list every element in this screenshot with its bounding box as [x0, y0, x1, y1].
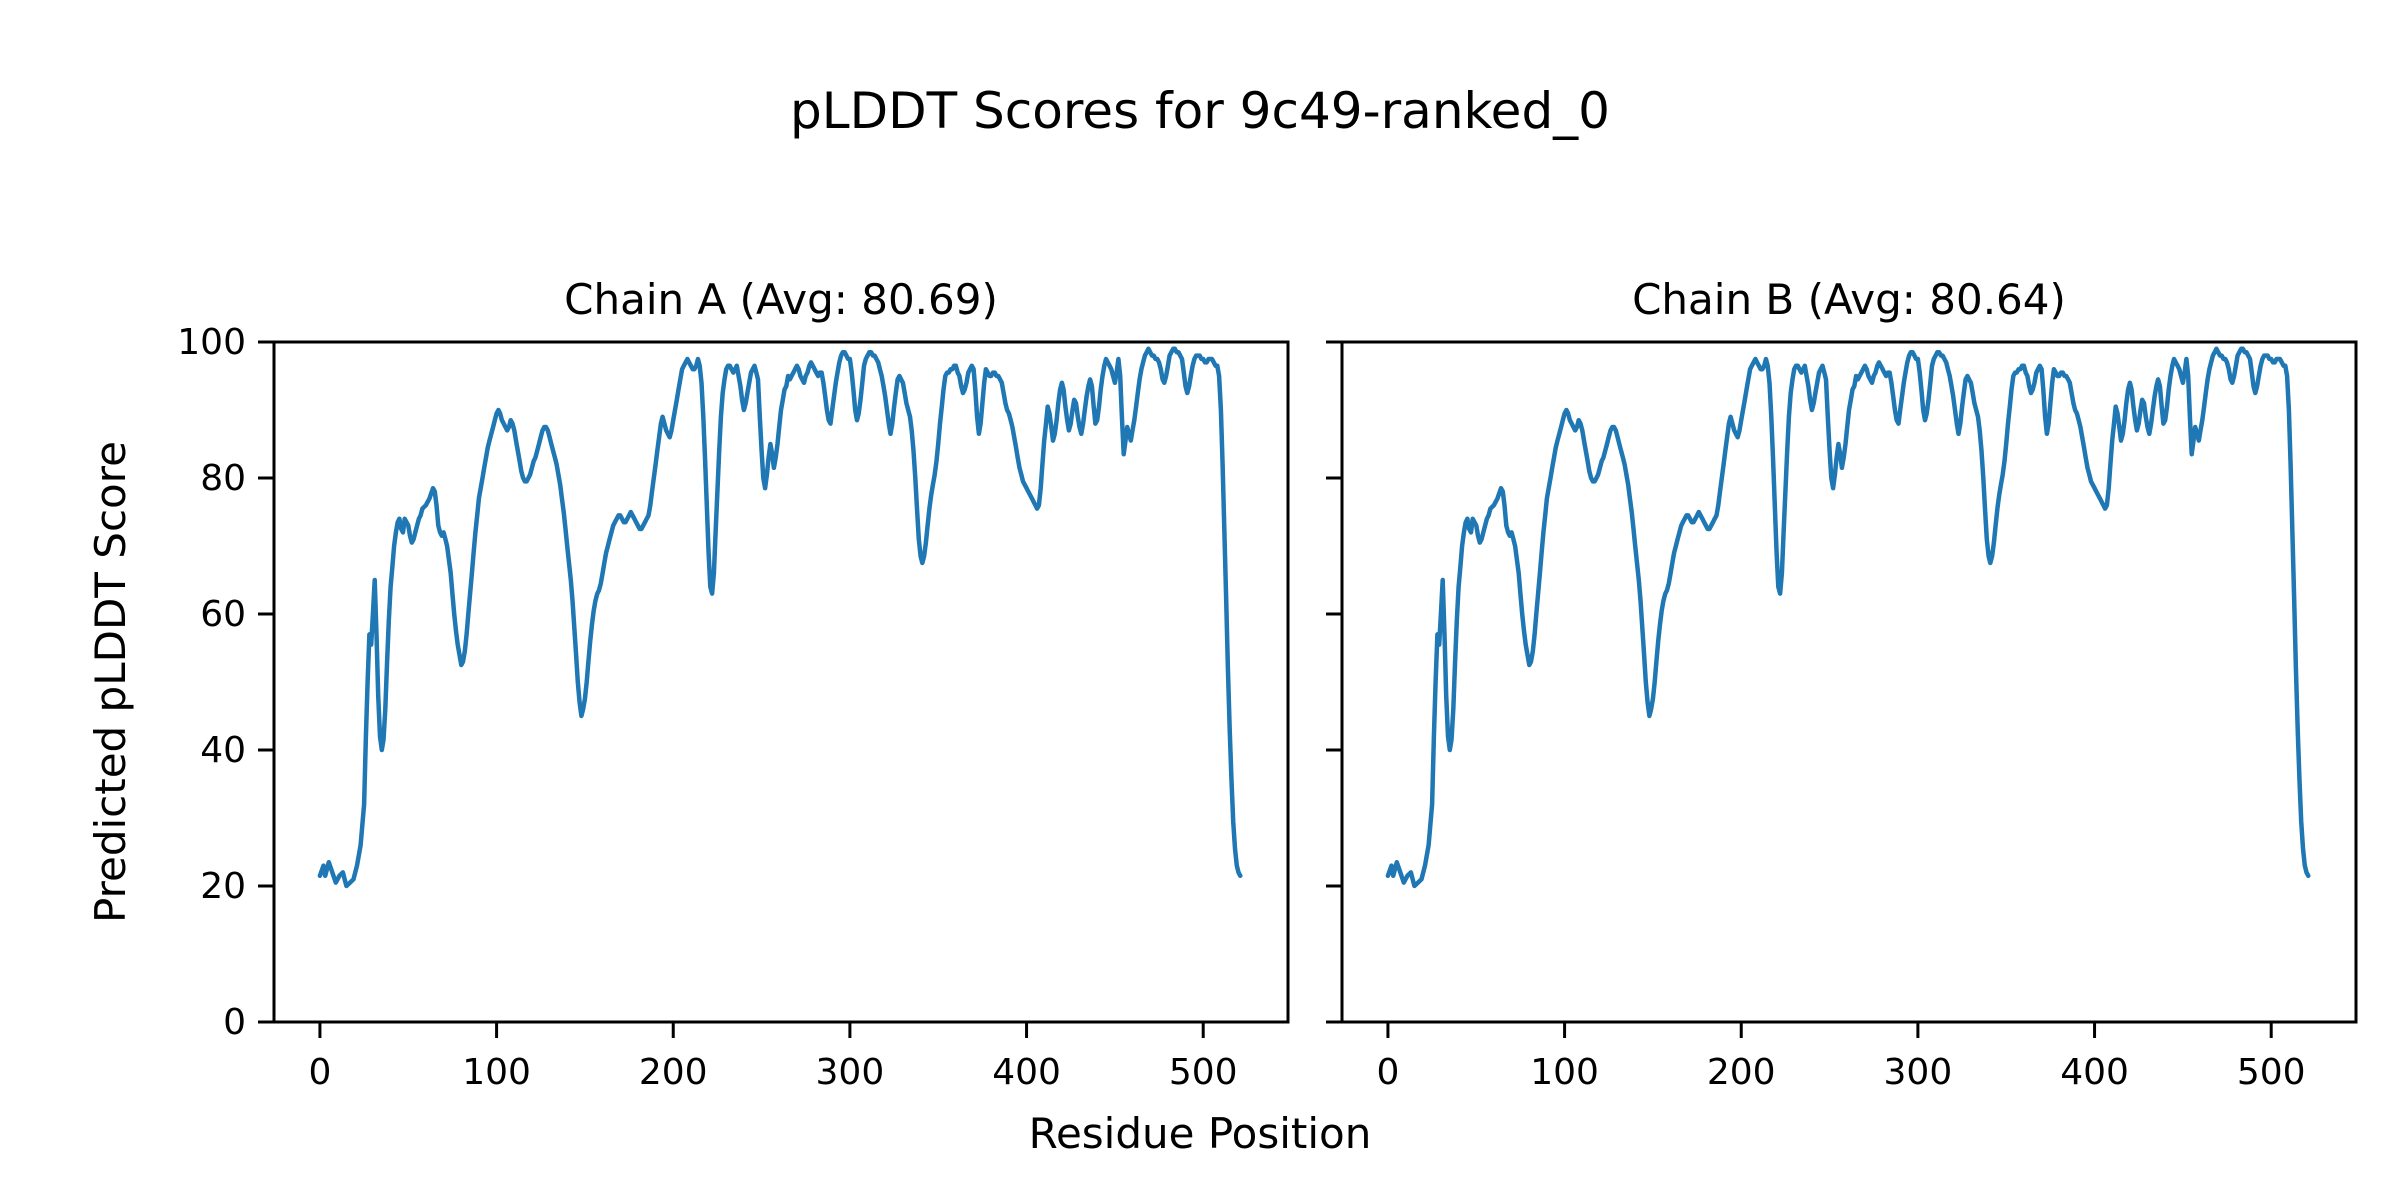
y-tick-label: 20: [200, 866, 246, 907]
x-tick-label: 200: [639, 1052, 708, 1093]
x-tick-label: 100: [1530, 1052, 1599, 1093]
figure-title: pLDDT Scores for 9c49-ranked_0: [790, 82, 1610, 140]
subplot-chain-a: 0 100 200 300 400 500 0 20 40 60 80 100: [177, 322, 1290, 1093]
x-tick-label: 0: [308, 1052, 331, 1093]
y-tick-label: 60: [200, 594, 246, 635]
x-axis-label: Residue Position: [1028, 1109, 1372, 1158]
subplot-chain-b: 0 100 200 300 400 500: [1326, 340, 2358, 1093]
y-tick-label: 80: [200, 458, 246, 499]
x-tick-label: 500: [2237, 1052, 2306, 1093]
x-tick-label: 400: [2060, 1052, 2129, 1093]
x-tick-label: 500: [1169, 1052, 1238, 1093]
y-tick-label: 0: [223, 1002, 246, 1043]
x-tick-label: 300: [1884, 1052, 1953, 1093]
y-tick-label: 100: [177, 322, 246, 363]
plddt-line-chain-a: [317, 346, 1243, 889]
subplot-title-chain-a: Chain A (Avg: 80.69): [564, 275, 998, 324]
axes-frame: [1340, 340, 2358, 1024]
x-tick-label: 0: [1376, 1052, 1399, 1093]
x-tick-label: 400: [992, 1052, 1061, 1093]
x-tick-label: 100: [462, 1052, 531, 1093]
x-tick-label: 300: [816, 1052, 885, 1093]
y-axis-label: Predicted pLDDT Score: [86, 441, 135, 923]
subplot-title-chain-b: Chain B (Avg: 80.64): [1632, 275, 2066, 324]
axes-frame: [272, 340, 1290, 1024]
plddt-line-chain-b: [1385, 346, 2311, 889]
x-tick-label: 200: [1707, 1052, 1776, 1093]
y-tick-label: 40: [200, 730, 246, 771]
